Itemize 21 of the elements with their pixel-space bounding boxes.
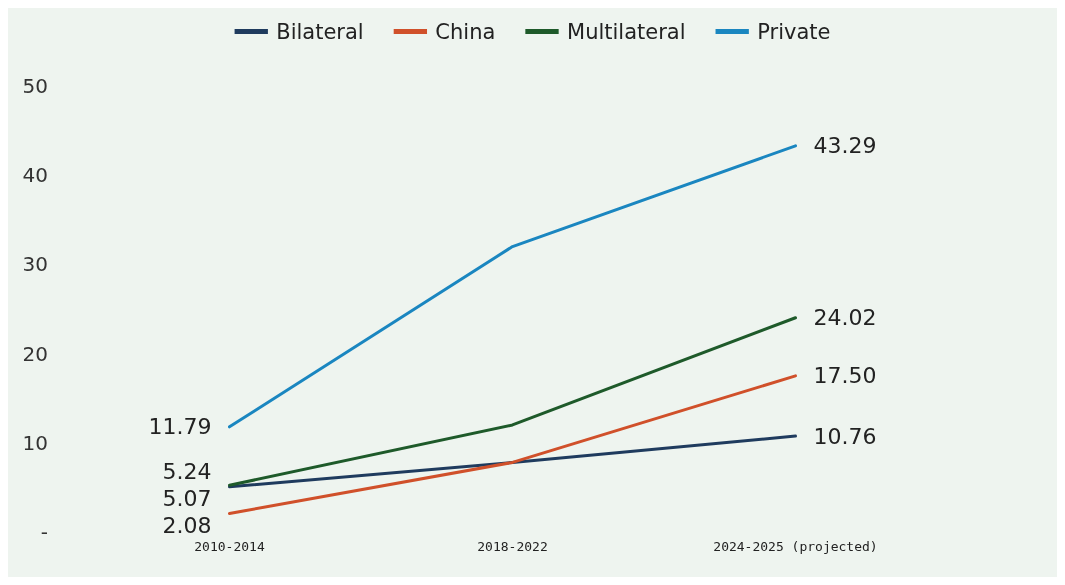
data-label: 5.07	[162, 486, 212, 512]
y-tick-label: 40	[22, 163, 48, 188]
y-tick-label: 20	[22, 341, 48, 366]
legend-label: China	[435, 19, 496, 44]
legend-label: Bilateral	[276, 19, 364, 44]
y-tick-label: 50	[22, 74, 48, 98]
y-tick-label: 10	[22, 430, 48, 455]
legend-label: Private	[757, 19, 831, 44]
data-label: 2.08	[162, 512, 212, 538]
x-tick-label: 2010-2014	[194, 539, 265, 554]
legend-label: Multilateral	[567, 19, 686, 44]
data-label: 11.79	[148, 414, 212, 440]
x-tick-label: 2018-2022	[477, 539, 548, 554]
y-tick-label: -	[40, 520, 48, 544]
data-label: 17.50	[813, 363, 877, 389]
y-tick-label: 30	[22, 252, 48, 277]
data-label: 10.76	[813, 423, 877, 449]
x-tick-label: 2024-2025 (projected)	[713, 539, 878, 554]
data-label: 5.24	[162, 458, 212, 484]
data-label: 43.29	[813, 133, 877, 159]
data-label: 24.02	[813, 305, 877, 331]
